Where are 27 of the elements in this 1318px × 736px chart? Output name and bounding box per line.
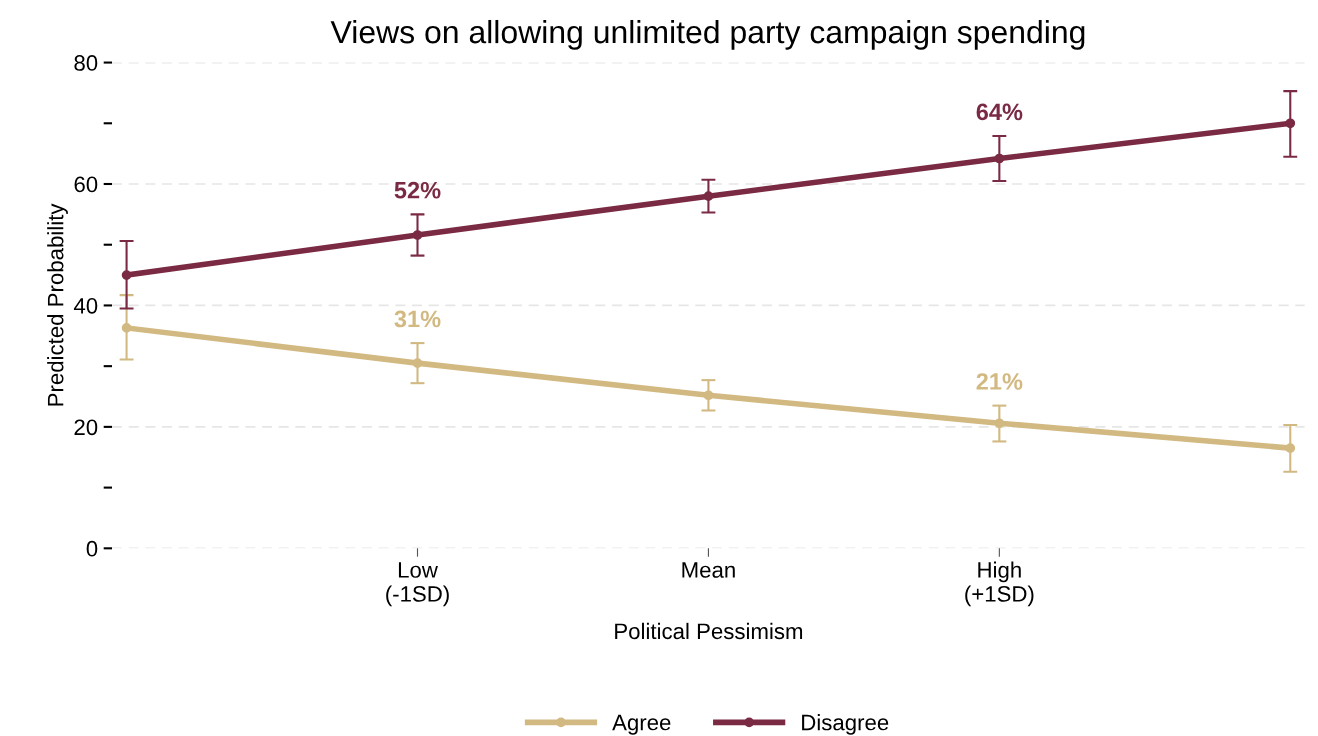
y-tick-label: 20 xyxy=(74,419,98,436)
point xyxy=(994,153,1005,164)
legend-label: Agree xyxy=(612,714,671,735)
data-label: 31% xyxy=(394,310,441,328)
legend-label: Disagree xyxy=(802,714,889,735)
y-tick-label: 80 xyxy=(74,55,98,71)
point xyxy=(121,323,132,333)
chart-title: Views on allowing unlimited party campaign spending xyxy=(330,19,1085,50)
point xyxy=(994,418,1005,429)
point xyxy=(703,191,714,202)
point xyxy=(412,358,423,368)
point xyxy=(121,270,132,280)
point xyxy=(1285,118,1296,129)
y-tick-label: 40 xyxy=(73,297,98,314)
y-axis-title: Predicted Probability xyxy=(47,203,68,406)
point xyxy=(412,230,423,240)
data-label: 52% xyxy=(394,181,441,199)
data-label: 64% xyxy=(976,103,1023,121)
x-tick-label: Mean xyxy=(682,562,735,578)
point xyxy=(703,390,714,401)
point xyxy=(1285,443,1296,453)
x-axis-title: Political Pessimism xyxy=(615,622,803,640)
data-label: 21% xyxy=(976,373,1023,390)
x-tick-label: Low (-1SD) xyxy=(386,562,449,607)
y-tick-label: 60 xyxy=(74,176,98,193)
x-tick-label: High (+1SD) xyxy=(965,561,1034,607)
y-tick-label: 0 xyxy=(86,540,98,557)
